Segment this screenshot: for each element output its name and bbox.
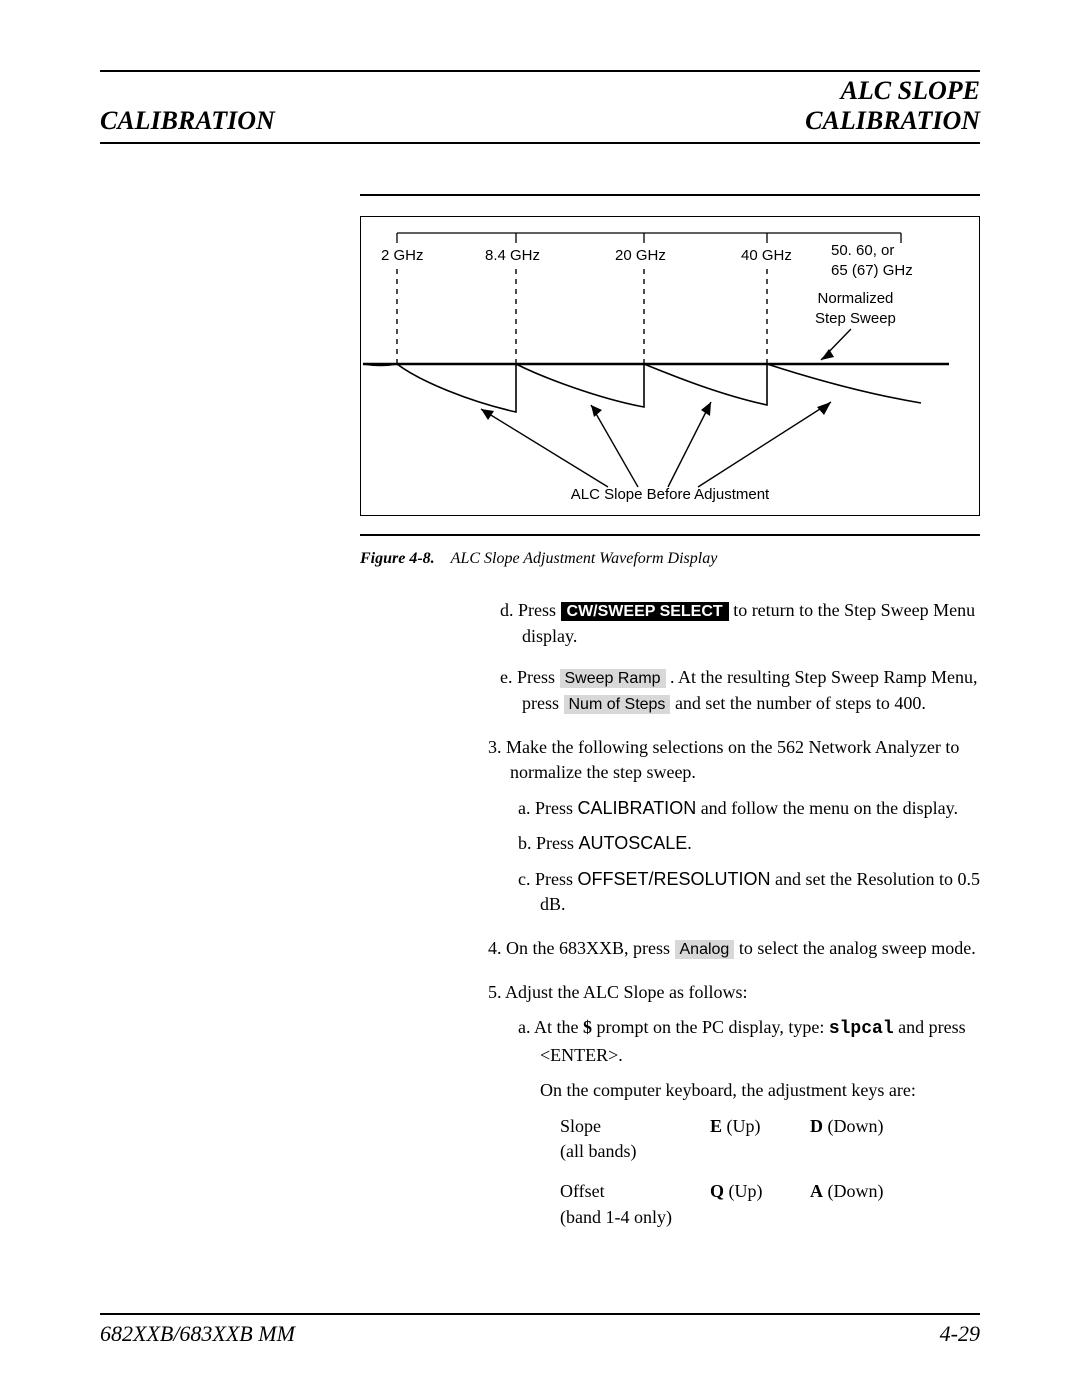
footer-right: 4-29 (940, 1321, 980, 1347)
key-e-suf: (Up) (722, 1116, 761, 1136)
step-3c: c. Press OFFSET/RESOLUTION and set the R… (540, 867, 980, 918)
figure-box: 2 GHz 8.4 GHz 20 GHz 40 GHz 50. 60, or 6… (360, 194, 980, 536)
offset-resolution-key: OFFSET/RESOLUTION (578, 869, 771, 889)
analog-key: Analog (675, 940, 735, 959)
key-q-suf: (Up) (724, 1181, 763, 1201)
figure-caption-num: Figure 4-8. (360, 550, 435, 567)
calibration-key: CALIBRATION (578, 798, 697, 818)
kt-slope-sub: (all bands) (560, 1141, 636, 1161)
header-left: CALIBRATION (100, 106, 275, 136)
page-footer: 682XXB/683XXB MM 4-29 (100, 1313, 980, 1347)
s3c-pre: c. Press (518, 869, 578, 889)
key-a-suf: (Down) (823, 1181, 884, 1201)
kt-slope: Slope (560, 1116, 601, 1136)
cw-sweep-select-key: CW/SWEEP SELECT (561, 602, 729, 621)
key-d: D (810, 1116, 823, 1136)
page-header: CALIBRATION ALC SLOPE CALIBRATION (100, 76, 980, 144)
content: 2 GHz 8.4 GHz 20 GHz 40 GHz 50. 60, or 6… (100, 194, 980, 1236)
kt-offset-label: Offset (band 1-4 only) (560, 1179, 710, 1230)
kt-d-down: D (Down) (810, 1114, 910, 1165)
kt-q-up: Q (Up) (710, 1179, 810, 1230)
key-d-suf: (Down) (823, 1116, 884, 1136)
key-a: A (810, 1181, 823, 1201)
s5a-pre: a. At the (518, 1017, 583, 1037)
key-table: Slope (all bands) E (Up) D (Down) Offset… (560, 1114, 980, 1230)
slpcal-command: slpcal (829, 1019, 894, 1039)
waveform-svg (361, 217, 951, 517)
figure-caption: Figure 4-8. ALC Slope Adjustment Wavefor… (360, 550, 980, 568)
key-row-offset: Offset (band 1-4 only) Q (Up) A (Down) (560, 1179, 980, 1230)
step-3: 3. Make the following selections on the … (510, 735, 980, 786)
dollar-prompt: $ (583, 1017, 592, 1037)
kt-offset-sub: (band 1-4 only) (560, 1207, 672, 1227)
s5a-mid: prompt on the PC display, type: (592, 1017, 829, 1037)
header-right-l2: CALIBRATION (805, 106, 980, 136)
key-row-slope: Slope (all bands) E (Up) D (Down) (560, 1114, 980, 1165)
step-e: e. Press Sweep Ramp . At the resulting S… (522, 665, 980, 716)
s4-suf: to select the analog sweep mode. (734, 938, 975, 958)
num-of-steps-key: Num of Steps (564, 695, 671, 714)
s3b-suf: . (687, 833, 692, 853)
header-right: ALC SLOPE CALIBRATION (805, 76, 980, 136)
autoscale-key: AUTOSCALE (579, 833, 688, 853)
key-e: E (710, 1116, 722, 1136)
right-column: 2 GHz 8.4 GHz 20 GHz 40 GHz 50. 60, or 6… (360, 194, 980, 1236)
s3a-suf: and follow the menu on the display. (696, 798, 958, 818)
waveform-diagram: 2 GHz 8.4 GHz 20 GHz 40 GHz 50. 60, or 6… (360, 216, 980, 516)
step-3b: b. Press AUTOSCALE. (540, 831, 980, 857)
figure-caption-text: ALC Slope Adjustment Waveform Display (451, 550, 718, 567)
step-4: 4. On the 683XXB, press Analog to select… (510, 936, 980, 962)
sweep-ramp-key: Sweep Ramp (560, 669, 666, 688)
step-5a: a. At the $ prompt on the PC display, ty… (540, 1015, 980, 1068)
steps: d. Press CW/SWEEP SELECT to return to th… (360, 598, 980, 1230)
step-d-prefix: d. Press (500, 600, 561, 620)
kt-offset: Offset (560, 1181, 605, 1201)
key-q: Q (710, 1181, 724, 1201)
step-3a: a. Press CALIBRATION and follow the menu… (540, 796, 980, 822)
left-column (100, 194, 360, 1236)
s3b-pre: b. Press (518, 833, 579, 853)
s4-pre: 4. On the 683XXB, press (488, 938, 675, 958)
header-top-rule (100, 70, 980, 72)
kt-e-up: E (Up) (710, 1114, 810, 1165)
s3a-pre: a. Press (518, 798, 578, 818)
header-right-l1: ALC SLOPE (805, 76, 980, 106)
kt-slope-label: Slope (all bands) (560, 1114, 710, 1165)
step-e-suffix: and set the number of steps to 400. (675, 693, 926, 713)
footer-left: 682XXB/683XXB MM (100, 1321, 295, 1347)
step-d: d. Press CW/SWEEP SELECT to return to th… (522, 598, 980, 649)
step-5: 5. Adjust the ALC Slope as follows: (510, 980, 980, 1006)
kt-a-down: A (Down) (810, 1179, 910, 1230)
step-5a-body: On the computer keyboard, the adjustment… (540, 1078, 980, 1104)
alc-before-label: ALC Slope Before Adjustment (361, 486, 979, 503)
step-e-prefix: e. Press (500, 667, 560, 687)
